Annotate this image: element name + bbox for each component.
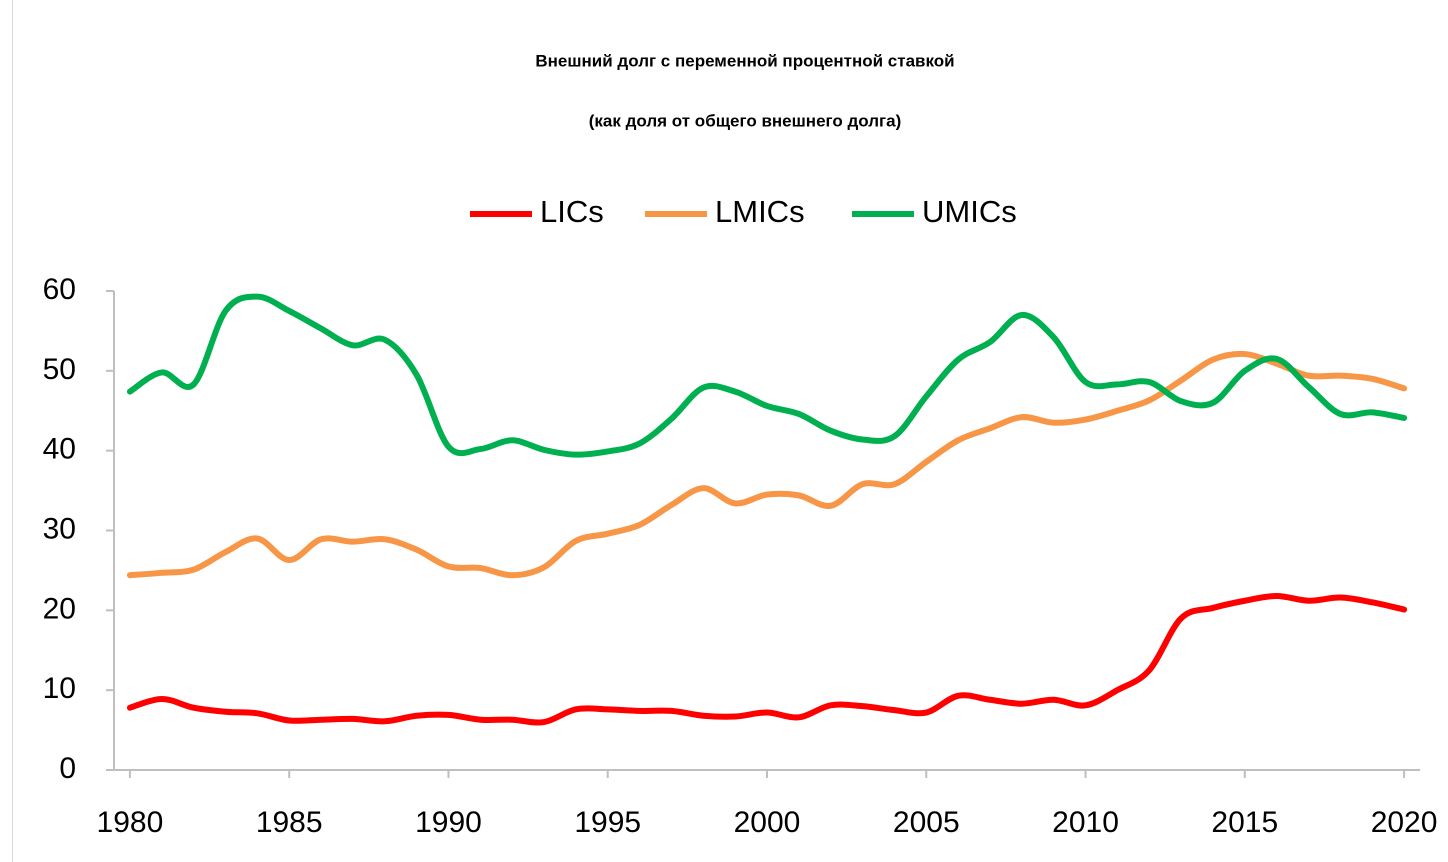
series-line — [126, 293, 1408, 458]
y-tick-label: 40 — [43, 433, 76, 466]
series-line — [126, 592, 1408, 726]
y-tick-label: 30 — [43, 512, 76, 545]
x-tick-label: 2000 — [734, 806, 801, 839]
x-tick-label: 1985 — [256, 806, 323, 839]
legend-label: LICs — [540, 194, 604, 229]
y-tick-label: 50 — [43, 353, 76, 386]
x-tick-label: 2005 — [893, 806, 960, 839]
chart-subtitle: (как доля от общего внешнего долга) — [589, 111, 901, 130]
x-tick-label: 1980 — [97, 806, 164, 839]
x-tick-label: 2010 — [1052, 806, 1119, 839]
x-tick-label: 2015 — [1211, 806, 1278, 839]
x-tick-label: 1995 — [574, 806, 641, 839]
chart-title: Внешний долг с переменной процентной ста… — [535, 51, 954, 70]
series-line — [126, 350, 1408, 579]
x-tick-label: 2020 — [1371, 806, 1438, 839]
legend-label: LMICs — [715, 194, 805, 229]
x-tick-label: 1990 — [415, 806, 482, 839]
y-tick-label: 60 — [43, 273, 76, 306]
y-tick-label: 10 — [43, 672, 76, 705]
y-tick-label: 0 — [59, 752, 76, 785]
legend-label: UMICs — [922, 194, 1017, 229]
y-tick-label: 20 — [43, 592, 76, 625]
